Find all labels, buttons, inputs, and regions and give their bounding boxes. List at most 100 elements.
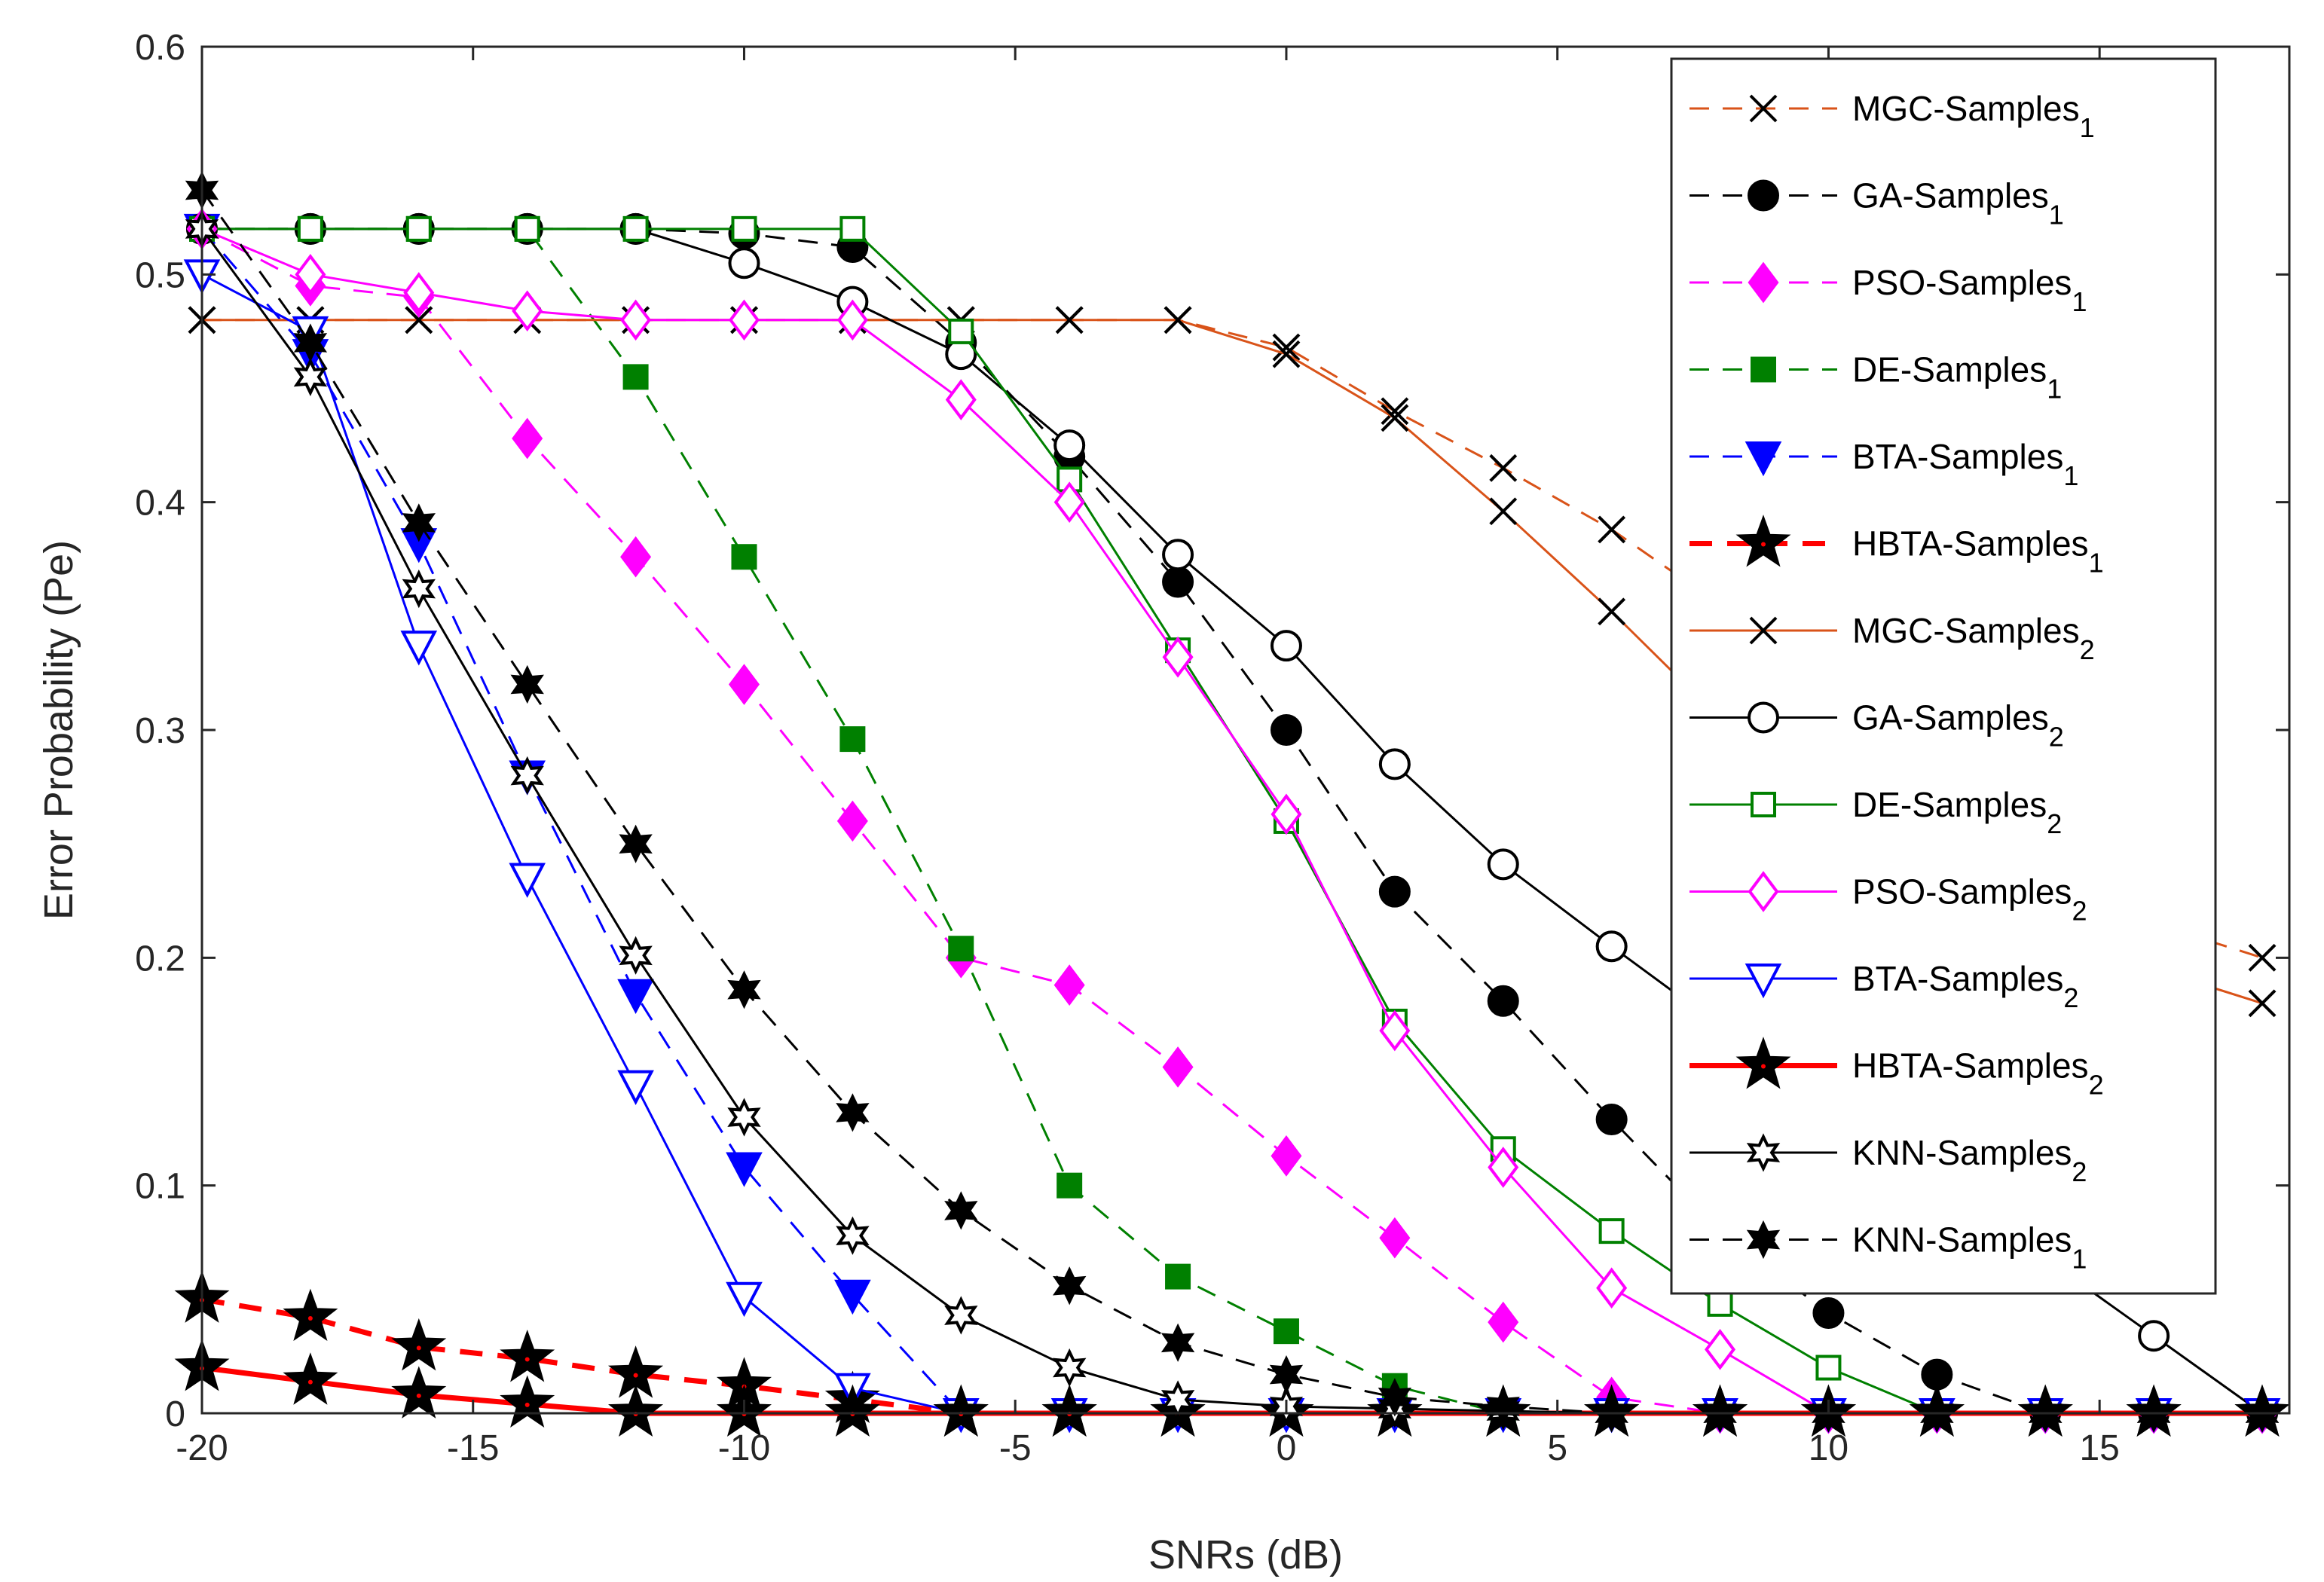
data-point-body — [283, 1288, 338, 1342]
data-point — [1271, 793, 1302, 835]
legend-marker — [1745, 964, 1782, 999]
legend-marker — [1748, 179, 1779, 212]
data-point — [512, 290, 543, 332]
legend-marker — [1746, 1133, 1781, 1172]
legend-marker-core — [1761, 542, 1766, 547]
legend: MGC-Samples1GA-Samples1PSO-Samples1DE-Sa… — [1670, 57, 2217, 1295]
y-tick-label: 0.4 — [135, 484, 185, 524]
data-point-core — [524, 1402, 530, 1407]
legend-marker — [1751, 792, 1776, 817]
data-point — [1812, 1296, 1845, 1329]
data-point — [1052, 1266, 1087, 1306]
data-point-body — [500, 1375, 555, 1428]
data-point — [1489, 497, 1518, 526]
data-point-body — [1041, 1384, 1097, 1437]
plot-area — [174, 170, 2290, 1437]
x-tick-label: -20 — [176, 1428, 228, 1468]
legend-subscript: 1 — [2049, 200, 2064, 231]
data-point — [1379, 1009, 1411, 1052]
data-point-body — [933, 1384, 989, 1437]
data-point — [836, 299, 868, 341]
data-point — [1052, 1348, 1087, 1388]
y-tick-label: 0.2 — [135, 939, 185, 979]
data-point-body — [283, 1352, 338, 1405]
data-point — [836, 1093, 870, 1132]
data-point — [945, 379, 977, 420]
data-point — [1487, 985, 1519, 1017]
data-point — [622, 364, 649, 390]
data-point — [402, 569, 436, 609]
legend-subscript: 1 — [2089, 548, 2104, 579]
data-point — [619, 824, 653, 863]
data-point — [1272, 340, 1301, 368]
data-point — [1162, 539, 1194, 571]
legend-subscript: 2 — [2072, 896, 2087, 927]
legend-subscript: 2 — [2047, 808, 2062, 839]
data-point — [1162, 1046, 1194, 1088]
data-point — [620, 536, 652, 578]
y-axis-label: Error Probability (Pe) — [36, 540, 81, 920]
data-point-core — [416, 1345, 421, 1351]
data-point — [391, 1318, 447, 1371]
data-point — [1057, 1172, 1083, 1199]
y-tick-label: 0.6 — [135, 28, 185, 68]
data-point — [1053, 429, 1086, 462]
data-point — [1595, 1103, 1628, 1135]
data-point — [2248, 989, 2277, 1018]
data-point — [514, 215, 540, 242]
data-point — [948, 936, 974, 962]
data-point — [617, 1070, 654, 1105]
data-point — [839, 215, 866, 242]
data-point — [728, 664, 760, 705]
legend-subscript: 1 — [2063, 460, 2078, 491]
data-point — [293, 323, 328, 362]
data-point — [402, 503, 436, 542]
data-point — [1487, 848, 1519, 881]
y-tick-label: 0 — [165, 1394, 185, 1434]
data-point — [1595, 930, 1628, 963]
data-point — [512, 417, 543, 460]
x-tick-label: -15 — [447, 1428, 499, 1468]
y-tick-label: 0.1 — [135, 1167, 185, 1207]
data-point — [617, 979, 654, 1015]
data-point — [1272, 333, 1301, 362]
legend-marker — [1745, 441, 1782, 477]
data-point-core — [307, 1316, 313, 1321]
legend-marker — [1751, 356, 1776, 383]
data-point — [622, 215, 649, 242]
data-point — [1162, 566, 1194, 598]
data-point-core — [524, 1357, 530, 1362]
legend-marker — [1748, 871, 1779, 912]
data-point — [500, 1375, 555, 1428]
data-point — [1053, 481, 1085, 524]
legend-marker-core — [1761, 1064, 1766, 1069]
data-point — [500, 1329, 555, 1382]
data-point — [727, 1098, 761, 1137]
data-point — [1598, 1218, 1625, 1245]
y-tick-label: 0.3 — [135, 711, 185, 751]
data-point — [1381, 404, 1409, 432]
data-point — [1488, 1147, 1519, 1188]
x-tick-label: -5 — [999, 1428, 1032, 1468]
data-point — [1707, 1290, 1733, 1317]
data-point — [728, 299, 760, 341]
data-point — [1273, 1318, 1299, 1345]
data-point — [405, 306, 433, 334]
legend-marker — [1735, 515, 1791, 567]
data-point — [510, 756, 544, 796]
data-point — [2138, 1320, 2170, 1352]
data-point — [1486, 1387, 1520, 1426]
data-point — [836, 1216, 870, 1255]
legend-subscript: 2 — [2049, 722, 2064, 753]
data-point — [1270, 714, 1302, 746]
data-point — [1598, 515, 1626, 544]
x-tick-label: 0 — [1277, 1428, 1297, 1468]
data-point — [2248, 943, 2277, 972]
data-point — [731, 215, 757, 242]
legend-subscript: 2 — [2089, 1070, 2104, 1101]
data-point — [297, 215, 323, 242]
data-point — [510, 664, 544, 704]
data-point — [293, 357, 328, 397]
data-point — [1488, 1301, 1519, 1343]
